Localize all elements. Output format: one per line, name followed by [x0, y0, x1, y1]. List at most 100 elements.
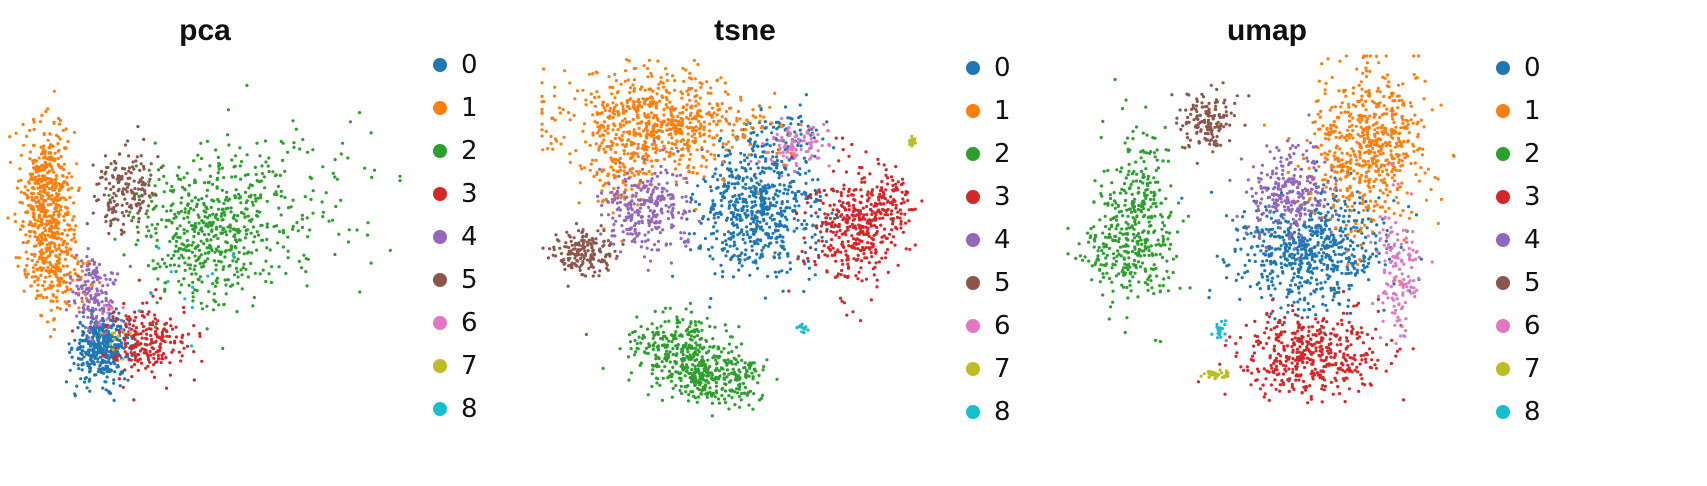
data-point	[91, 163, 95, 167]
data-point	[112, 310, 116, 314]
data-point	[95, 182, 99, 186]
data-point	[230, 158, 234, 162]
data-point	[160, 338, 164, 342]
data-point	[136, 368, 140, 372]
data-point	[233, 154, 238, 158]
data-point	[85, 261, 89, 266]
data-point	[71, 278, 75, 282]
data-point	[43, 168, 47, 172]
data-point	[302, 253, 306, 257]
data-point	[213, 284, 218, 288]
data-point	[217, 164, 221, 168]
data-point	[777, 253, 781, 257]
data-point	[127, 154, 131, 158]
series-4	[64, 247, 132, 343]
data-point	[62, 218, 66, 222]
data-point	[140, 183, 144, 187]
data-point	[157, 177, 161, 182]
data-point	[137, 278, 141, 282]
data-point	[57, 163, 61, 167]
data-point	[196, 213, 200, 217]
data-point	[41, 232, 45, 236]
data-point	[154, 339, 158, 343]
data-point	[72, 215, 76, 219]
data-point	[137, 198, 142, 202]
data-point	[741, 237, 745, 241]
data-point	[40, 237, 45, 241]
data-point	[255, 230, 259, 234]
data-point	[156, 277, 160, 281]
data-point	[279, 194, 283, 198]
data-point	[132, 398, 136, 402]
data-point	[248, 219, 252, 223]
data-point	[333, 158, 337, 162]
data-point	[88, 344, 92, 348]
data-point	[724, 218, 729, 222]
data-point	[33, 275, 37, 279]
data-point	[110, 174, 115, 178]
data-point	[42, 280, 47, 284]
data-point	[192, 159, 196, 163]
data-point	[253, 165, 257, 169]
data-point	[120, 174, 124, 178]
data-point	[796, 143, 800, 148]
data-point	[180, 335, 184, 339]
data-point	[206, 251, 210, 255]
data-point	[193, 178, 197, 182]
data-point	[782, 183, 786, 187]
data-point	[55, 237, 59, 241]
data-point	[810, 235, 814, 239]
data-point	[760, 213, 764, 217]
data-point	[36, 294, 40, 298]
data-point	[18, 200, 22, 204]
data-point	[127, 169, 131, 173]
data-point	[111, 185, 115, 189]
data-point	[787, 184, 791, 188]
data-point	[44, 275, 48, 279]
data-point	[786, 252, 790, 256]
data-point	[105, 370, 109, 374]
data-point	[816, 178, 820, 182]
data-point	[228, 229, 232, 233]
data-point	[85, 291, 89, 295]
data-point	[707, 247, 711, 252]
data-point	[186, 203, 190, 207]
data-point	[81, 261, 85, 266]
data-point	[16, 264, 20, 268]
data-point	[709, 208, 713, 212]
data-point	[100, 169, 104, 174]
data-point	[76, 189, 81, 193]
data-point	[726, 230, 731, 234]
data-point	[799, 144, 803, 148]
data-point	[732, 240, 736, 244]
data-point	[77, 341, 81, 345]
data-point	[197, 278, 201, 282]
data-point	[100, 348, 104, 352]
data-point	[154, 244, 158, 248]
data-point	[173, 341, 177, 345]
data-point	[225, 133, 230, 137]
data-point	[348, 120, 352, 124]
data-point	[721, 270, 725, 274]
data-point	[182, 305, 186, 310]
data-point	[58, 307, 62, 311]
data-point	[139, 361, 144, 365]
data-point	[58, 253, 62, 257]
series-0	[64, 300, 136, 402]
data-point	[737, 193, 741, 197]
data-point	[141, 301, 145, 305]
data-point	[87, 326, 91, 330]
data-point	[246, 214, 250, 218]
data-point	[230, 175, 234, 179]
data-point	[167, 334, 172, 339]
data-point	[119, 341, 123, 345]
data-point	[720, 275, 725, 279]
data-point	[309, 197, 313, 201]
data-point	[75, 347, 79, 351]
data-point	[142, 137, 146, 141]
data-point	[94, 292, 98, 296]
data-point	[697, 202, 701, 206]
data-point	[25, 210, 29, 214]
data-point	[304, 257, 308, 261]
data-point	[111, 218, 116, 222]
